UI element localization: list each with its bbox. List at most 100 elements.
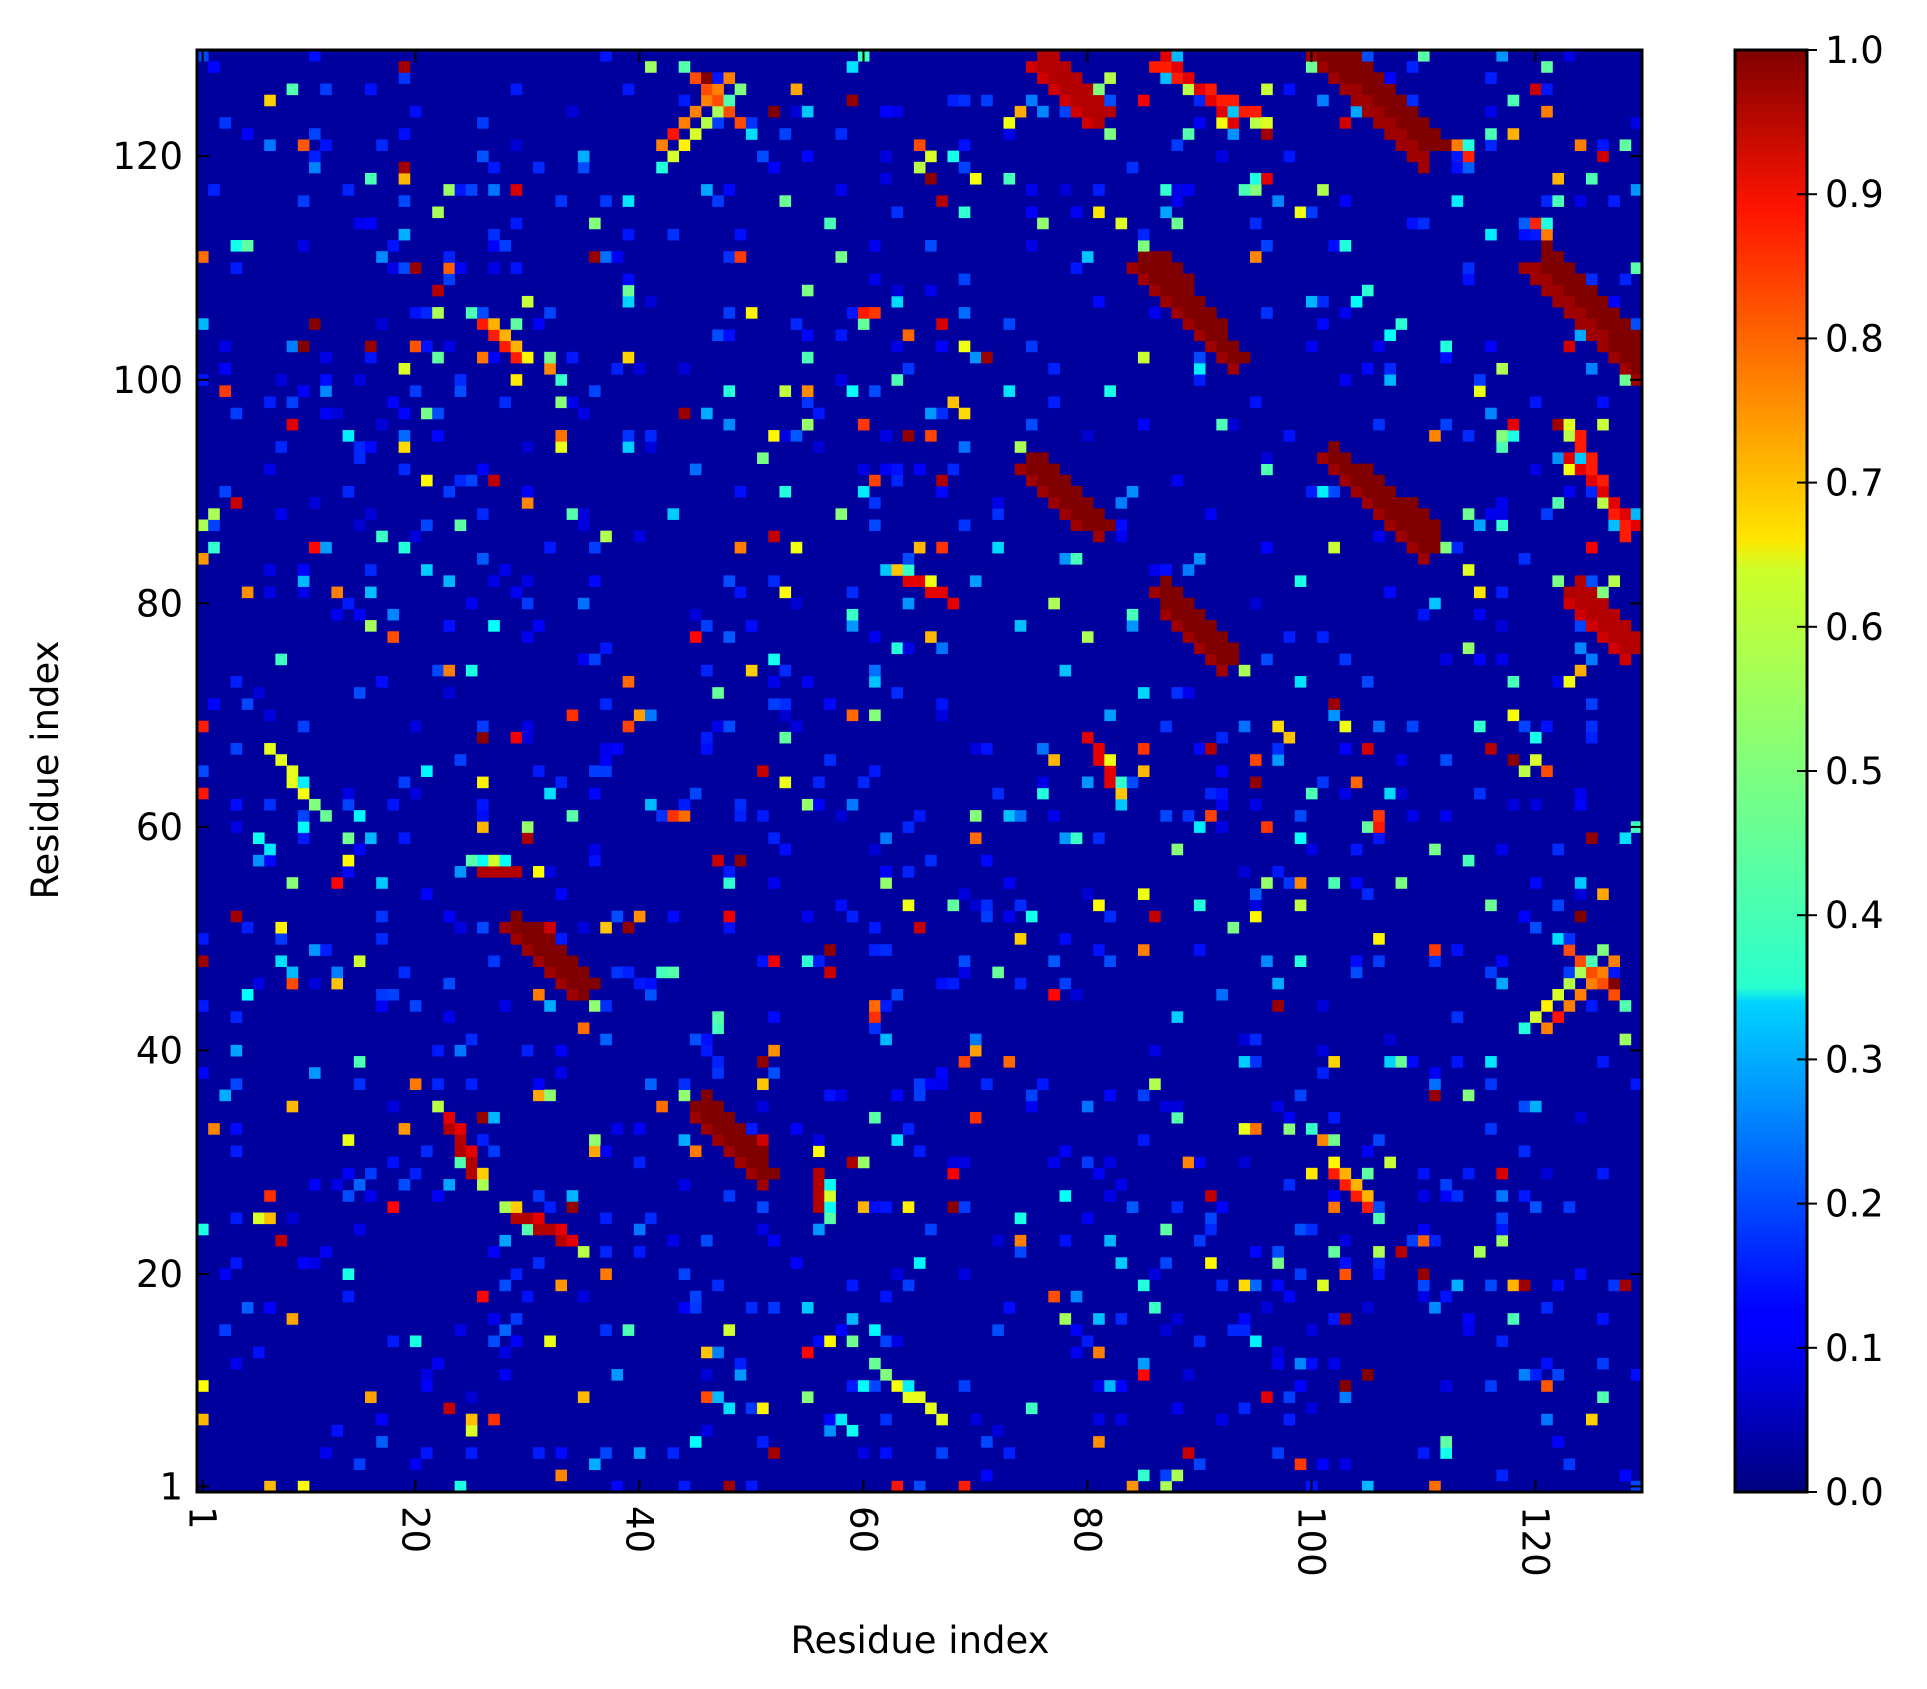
heatmap-cell [656,139,668,152]
heatmap-cell [1440,1179,1452,1191]
heatmap-cell [264,94,276,107]
heatmap-cell [454,921,467,934]
heatmap-cell [286,396,299,409]
heatmap-cell [465,1078,478,1090]
heatmap-cell [264,1480,276,1493]
heatmap-cell [1037,463,1049,476]
heatmap-cell [925,575,937,587]
heatmap-cell [1070,832,1083,845]
heatmap-cell [286,1212,299,1225]
heatmap-cell [880,105,892,118]
heatmap-cell [533,1089,545,1102]
heatmap-cell [1160,284,1172,297]
heatmap-cell [1261,128,1273,140]
heatmap-cell [421,765,433,777]
heatmap-cell [712,1111,724,1124]
heatmap-cell [297,195,310,207]
heatmap-cell [376,1413,388,1426]
heatmap-cell [1070,1346,1083,1359]
heatmap-cell [521,497,534,509]
heatmap-cell [1384,497,1396,509]
heatmap-cell [768,877,780,889]
heatmap-cell [824,217,836,230]
heatmap-cell [925,172,937,185]
heatmap-cell [734,1123,747,1135]
heatmap-cell [365,217,377,230]
heatmap-cell [1608,307,1620,319]
heatmap-cell [846,385,859,397]
heatmap-cell [1205,318,1217,330]
heatmap-cell [1081,508,1094,520]
heatmap-cell [801,910,814,923]
heatmap-cell [1574,642,1587,655]
heatmap-cell [297,1257,310,1269]
heatmap-cell [488,228,500,241]
heatmap-cell [902,1123,915,1135]
heatmap-cell [264,396,276,409]
heatmap-cell [712,1067,724,1079]
heatmap-cell [1171,262,1184,274]
heatmap-cell [253,1212,265,1225]
heatmap-cell [1160,720,1172,733]
heatmap-cell [1563,485,1576,498]
heatmap-cell [1339,61,1352,73]
heatmap-cell [398,966,411,979]
heatmap-cell [1507,418,1520,431]
heatmap-cell [1574,295,1587,308]
heatmap-cell [331,407,344,420]
heatmap-cell [1597,608,1609,621]
heatmap-cell [678,1268,691,1281]
heatmap-cell [544,933,556,945]
heatmap-cell [701,72,713,84]
heatmap-cell [499,1201,512,1213]
heatmap-cell [477,798,489,811]
heatmap-cell [857,318,870,330]
heatmap-cell [1171,72,1184,84]
heatmap-cell [1429,1089,1441,1102]
heatmap-cell [533,955,545,968]
heatmap-cell [297,240,310,252]
heatmap-cell [1563,273,1576,286]
heatmap-cell [1283,1391,1296,1403]
heatmap-cell [992,787,1004,800]
heatmap-cell [1552,452,1564,464]
heatmap-cell [925,284,937,297]
heatmap-cell [1473,787,1486,800]
heatmap-cell [342,798,355,811]
heatmap-cell [1574,597,1587,610]
heatmap-cell [1205,1190,1217,1202]
heatmap-cell [1048,72,1060,84]
heatmap-cell [1182,72,1195,84]
heatmap-cell [1160,1100,1172,1113]
heatmap-cell [1608,497,1620,509]
heatmap-cell [544,921,556,934]
heatmap-cell [1518,910,1531,923]
heatmap-cell [387,608,400,621]
heatmap-cell [342,787,355,800]
heatmap-cell [745,664,758,677]
heatmap-cell [869,240,881,252]
heatmap-cell [1395,94,1408,107]
heatmap-cell [622,1324,635,1336]
heatmap-cell [745,1480,758,1493]
heatmap-cell [880,1000,892,1012]
heatmap-cell [297,139,310,152]
heatmap-cell [913,1480,926,1493]
heatmap-cell [521,821,534,833]
heatmap-cell [678,1179,691,1191]
heatmap-cell [1597,295,1609,308]
heatmap-cell [925,854,937,867]
heatmap-cell [947,597,960,610]
heatmap-cell [230,798,243,811]
heatmap-cell [1473,608,1486,621]
heatmap-cell [768,832,780,845]
heatmap-cell [1216,351,1228,364]
heatmap-cell [510,1268,523,1281]
heatmap-cell [1361,675,1374,688]
heatmap-cell [286,83,299,96]
heatmap-cell [1137,94,1150,107]
heatmap-cell [1462,564,1475,576]
heatmap-cell [510,1313,523,1325]
heatmap-cell [1373,83,1385,96]
heatmap-cell [1093,1380,1105,1392]
